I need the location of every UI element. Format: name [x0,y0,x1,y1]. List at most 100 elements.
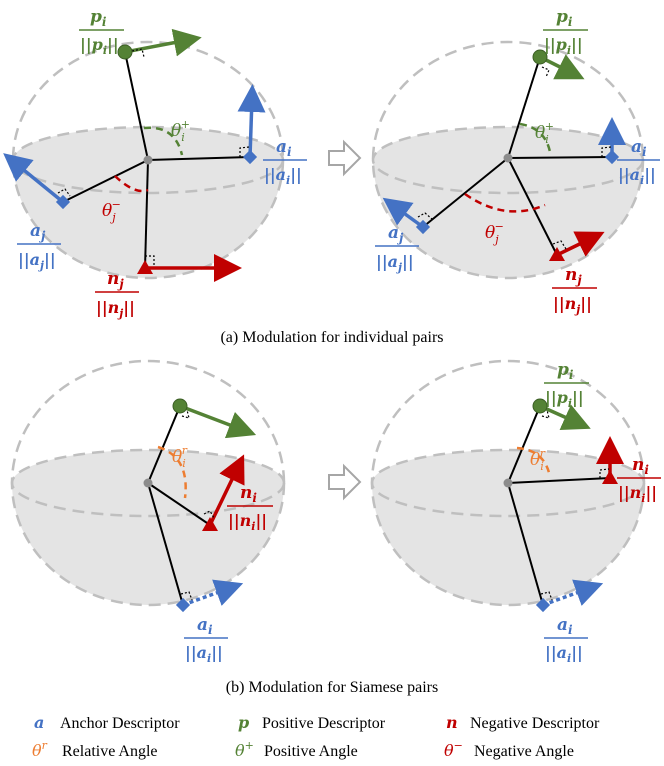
caption-b: (b) Modulation for Siamese pairs [226,679,438,696]
label-a-i: ai ||ai|| [184,615,228,665]
theta-r-arc [516,446,552,478]
svg-text:||ni||: ||ni|| [228,511,267,533]
theta-r-arc [157,445,187,499]
hemisphere [12,450,284,605]
label-theta-i-r: θir [172,444,188,470]
svg-text:θr: θr [32,739,48,760]
hemisphere [372,450,644,605]
svg-text:θ−: θ− [444,739,463,760]
anchor-tangent-arrow [182,579,244,607]
anchor-i-point [604,149,620,165]
svg-text:Positive Angle: Positive Angle [264,743,358,760]
svg-text:||ai||: ||ai|| [185,643,223,665]
theta-plus-arc [519,122,552,153]
positive-point [532,49,548,65]
svg-text:p: p [238,713,249,732]
label-p-i: pi ||pi|| [543,7,588,57]
svg-text:aj: aj [30,221,46,243]
equator [370,448,646,518]
label-theta-j-minus: θj− [102,198,121,224]
svg-text:||pi||: ||pi|| [80,35,119,57]
panel-a-left: pi ||pi|| θi+ ai ||ai|| θj− aj ||aj|| nj… [3,7,307,320]
svg-text:||ai||: ||ai|| [618,165,656,187]
theta-minus-arc [114,175,149,193]
svg-text:θj−: θj− [102,198,121,224]
negative-point [549,247,565,261]
svg-text:||aj||: ||aj|| [18,250,56,272]
positive-tangent-arrow [124,28,202,57]
label-a-i: ai ||ai|| [263,137,307,187]
svg-text:||pi||: ||pi|| [545,388,584,410]
svg-text:nj: nj [107,269,124,291]
label-a-i: ai ||ai|| [544,615,588,665]
transition-arrow-b [328,463,362,501]
negative-tangent-arrow [208,454,245,526]
svg-text:θir: θir [530,447,546,473]
anchor-j-tangent-arrow [382,197,425,229]
label-n-i: ni ||ni|| [617,455,661,505]
negative-point [202,517,218,531]
svg-text:θi+: θi+ [535,120,554,146]
label-n-i: ni ||ni|| [227,483,273,533]
caption-a: (a) Modulation for individual pairs [220,329,443,346]
label-a-i: ai ||ai|| [617,137,660,187]
svg-text:pi: pi [557,360,574,382]
equator [10,448,286,518]
svg-text:||nj||: ||nj|| [553,294,592,316]
svg-text:Positive Descriptor: Positive Descriptor [262,715,386,732]
legend-item-negative-angle: θ− Negative Angle [444,739,574,760]
label-a-j: aj ||aj|| [17,221,61,272]
svg-text:ai: ai [631,137,647,159]
svg-text:Anchor Descriptor: Anchor Descriptor [60,715,180,732]
negative-tangent-arrow [556,231,605,257]
svg-text:ni: ni [240,483,257,505]
label-theta-i-plus: θi+ [171,118,190,144]
legend-item-positive-angle: θ+ Positive Angle [235,739,358,760]
svg-text:Negative Descriptor: Negative Descriptor [470,715,600,732]
legend-item-relative-angle: θr Relative Angle [32,739,158,760]
svg-text:θi+: θi+ [171,118,190,144]
anchor-i-point [242,149,258,165]
label-p-i: pi ||pi|| [79,7,124,57]
svg-text:ai: ai [557,615,573,637]
positive-point [532,398,548,414]
svg-text:ai: ai [276,137,292,159]
svg-text:θ+: θ+ [235,739,254,760]
label-theta-i-r: θir [530,447,546,473]
svg-text:nj: nj [565,265,582,287]
panel-b-right: pi ||pi|| θir ni ||ni|| ai ||ai|| [370,359,661,665]
anchor-point [175,597,191,613]
label-theta-j-minus: θj− [485,220,504,246]
svg-text:aj: aj [388,223,404,245]
positive-tangent-arrow [179,404,257,439]
svg-text:Relative Angle: Relative Angle [62,743,158,760]
theta-minus-arc [464,192,546,213]
svg-text:||aj||: ||aj|| [376,252,414,274]
svg-text:θj−: θj− [485,220,504,246]
svg-text:pi: pi [556,7,573,29]
panel-a-right: pi ||pi|| θi+ ai ||ai|| θj− aj ||aj|| nj… [371,7,660,316]
positive-point [172,398,188,414]
anchor-i-tangent-arrow [237,84,266,158]
negative-point [602,470,618,484]
anchor-point [535,597,551,613]
label-n-j: nj ||nj|| [95,269,139,320]
label-a-j: aj ||aj|| [375,223,419,274]
svg-text:||pi||: ||pi|| [544,35,583,57]
transition-arrow-a [328,139,362,177]
negative-point [137,260,153,274]
legend-item-positive: p Positive Descriptor [238,713,386,732]
svg-text:Negative Angle: Negative Angle [474,743,574,760]
legend-item-negative: n Negative Descriptor [446,713,600,732]
svg-text:||ai||: ||ai|| [545,643,583,665]
anchor-j-point [415,219,431,235]
legend: a Anchor Descriptor p Positive Descripto… [32,713,600,760]
hemisphere [13,127,283,278]
svg-text:ni: ni [632,455,649,477]
panel-b-left: θir ni ||ni|| ai ||ai|| [10,359,286,665]
label-p-i: pi ||pi|| [544,360,589,410]
svg-text:θir: θir [172,444,188,470]
svg-text:||nj||: ||nj|| [96,298,135,320]
anchor-tangent-arrow [542,579,604,607]
svg-text:n: n [446,713,458,732]
